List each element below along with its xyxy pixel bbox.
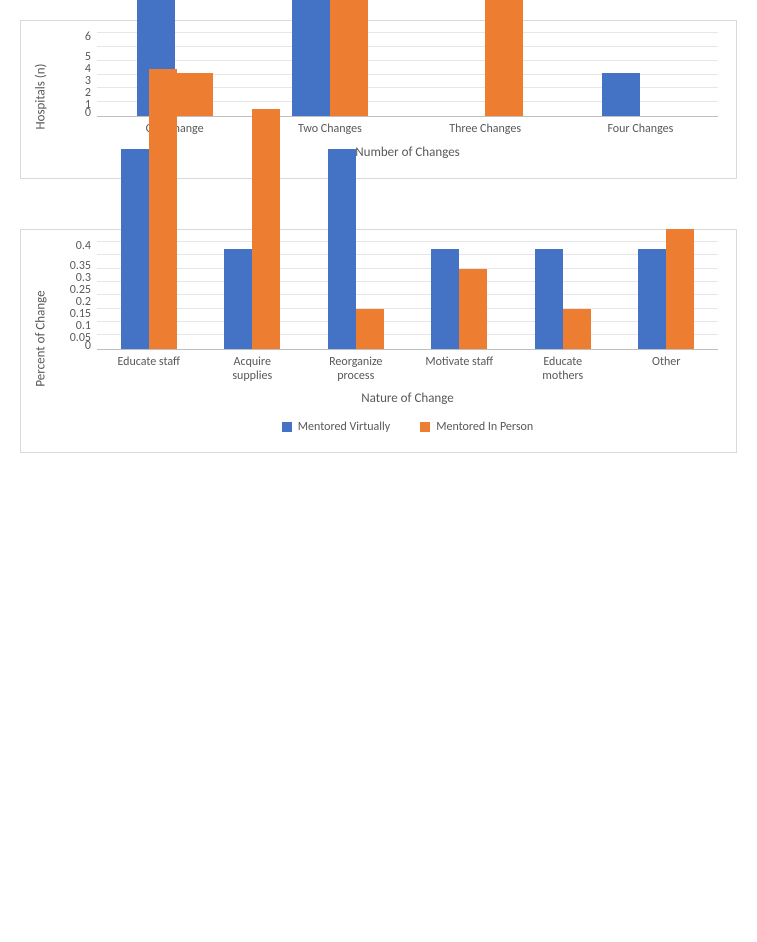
bar <box>666 229 694 349</box>
x-tick-label: Motivate staff <box>408 356 512 384</box>
bar <box>121 149 149 349</box>
bar-group <box>121 69 177 349</box>
legend-swatch <box>420 422 430 432</box>
bar <box>356 309 384 349</box>
bars-layer <box>97 242 718 349</box>
bar <box>485 0 523 116</box>
y-tick-label: 0 <box>85 340 91 352</box>
bar-group <box>224 109 280 349</box>
bar <box>602 73 640 116</box>
bars-layer <box>97 33 718 116</box>
x-tick-label: Other <box>615 356 719 384</box>
chart2-y-title-wrap: Percent of Change <box>29 242 53 435</box>
chart-nature-of-change: Percent of Change 0.40.350.30.250.20.150… <box>20 229 737 454</box>
bar <box>330 0 368 116</box>
bar <box>563 309 591 349</box>
x-tick-label: Educatemothers <box>511 356 615 384</box>
chart2-plot <box>97 242 718 350</box>
bar <box>175 73 213 116</box>
bar-group <box>328 149 384 349</box>
bar-group <box>535 249 591 349</box>
y-tick-label: 6 <box>85 31 91 43</box>
chart2-legend: Mentored Virtually Mentored In Person <box>97 420 718 434</box>
bar-group <box>602 73 678 116</box>
chart1-x-axis-title: Number of Changes <box>97 145 718 160</box>
legend-label: Mentored In Person <box>436 420 533 434</box>
x-tick-label: Reorganizeprocess <box>304 356 408 384</box>
legend-item: Mentored In Person <box>420 420 533 434</box>
chart2-plot-row: 0.40.350.30.250.20.150.10.050 <box>53 242 718 350</box>
x-tick-label: Three Changes <box>408 123 563 137</box>
bar <box>224 249 252 349</box>
chart2-area: Percent of Change 0.40.350.30.250.20.150… <box>29 242 718 435</box>
bar <box>292 0 330 116</box>
y-tick-label: 0 <box>85 107 91 119</box>
chart2-y-axis-title: Percent of Change <box>34 290 49 386</box>
x-tick-label: Four Changes <box>563 123 718 137</box>
bar <box>459 269 487 349</box>
chart1-y-title-wrap: Hospitals (n) <box>29 33 53 160</box>
chart1-y-axis-title: Hospitals (n) <box>34 63 49 129</box>
bar <box>252 109 280 349</box>
bar-group <box>431 249 487 349</box>
bar <box>431 249 459 349</box>
chart1-x-ticks: One changeTwo ChangesThree ChangesFour C… <box>97 123 718 137</box>
chart1-plot <box>97 33 718 117</box>
bar <box>535 249 563 349</box>
bar-group <box>638 229 694 349</box>
y-tick-label: 0.4 <box>76 240 91 252</box>
chart2-plot-column: 0.40.350.30.250.20.150.10.050 Educate st… <box>53 242 718 435</box>
bar-group <box>292 0 368 116</box>
bar-group <box>447 0 523 116</box>
legend-swatch <box>282 422 292 432</box>
chart2-x-axis-title: Nature of Change <box>97 391 718 406</box>
bar <box>328 149 356 349</box>
bar <box>638 249 666 349</box>
chart1-y-ticks: 6543210 <box>53 33 97 117</box>
chart2-x-ticks: Educate staffAcquiresuppliesReorganizepr… <box>97 356 718 384</box>
x-tick-label: Acquiresupplies <box>201 356 305 384</box>
x-tick-label: Educate staff <box>97 356 201 384</box>
legend-label: Mentored Virtually <box>298 420 390 434</box>
legend-item: Mentored Virtually <box>282 420 390 434</box>
chart2-y-ticks: 0.40.350.30.250.20.150.10.050 <box>53 242 97 350</box>
bar <box>149 69 177 349</box>
